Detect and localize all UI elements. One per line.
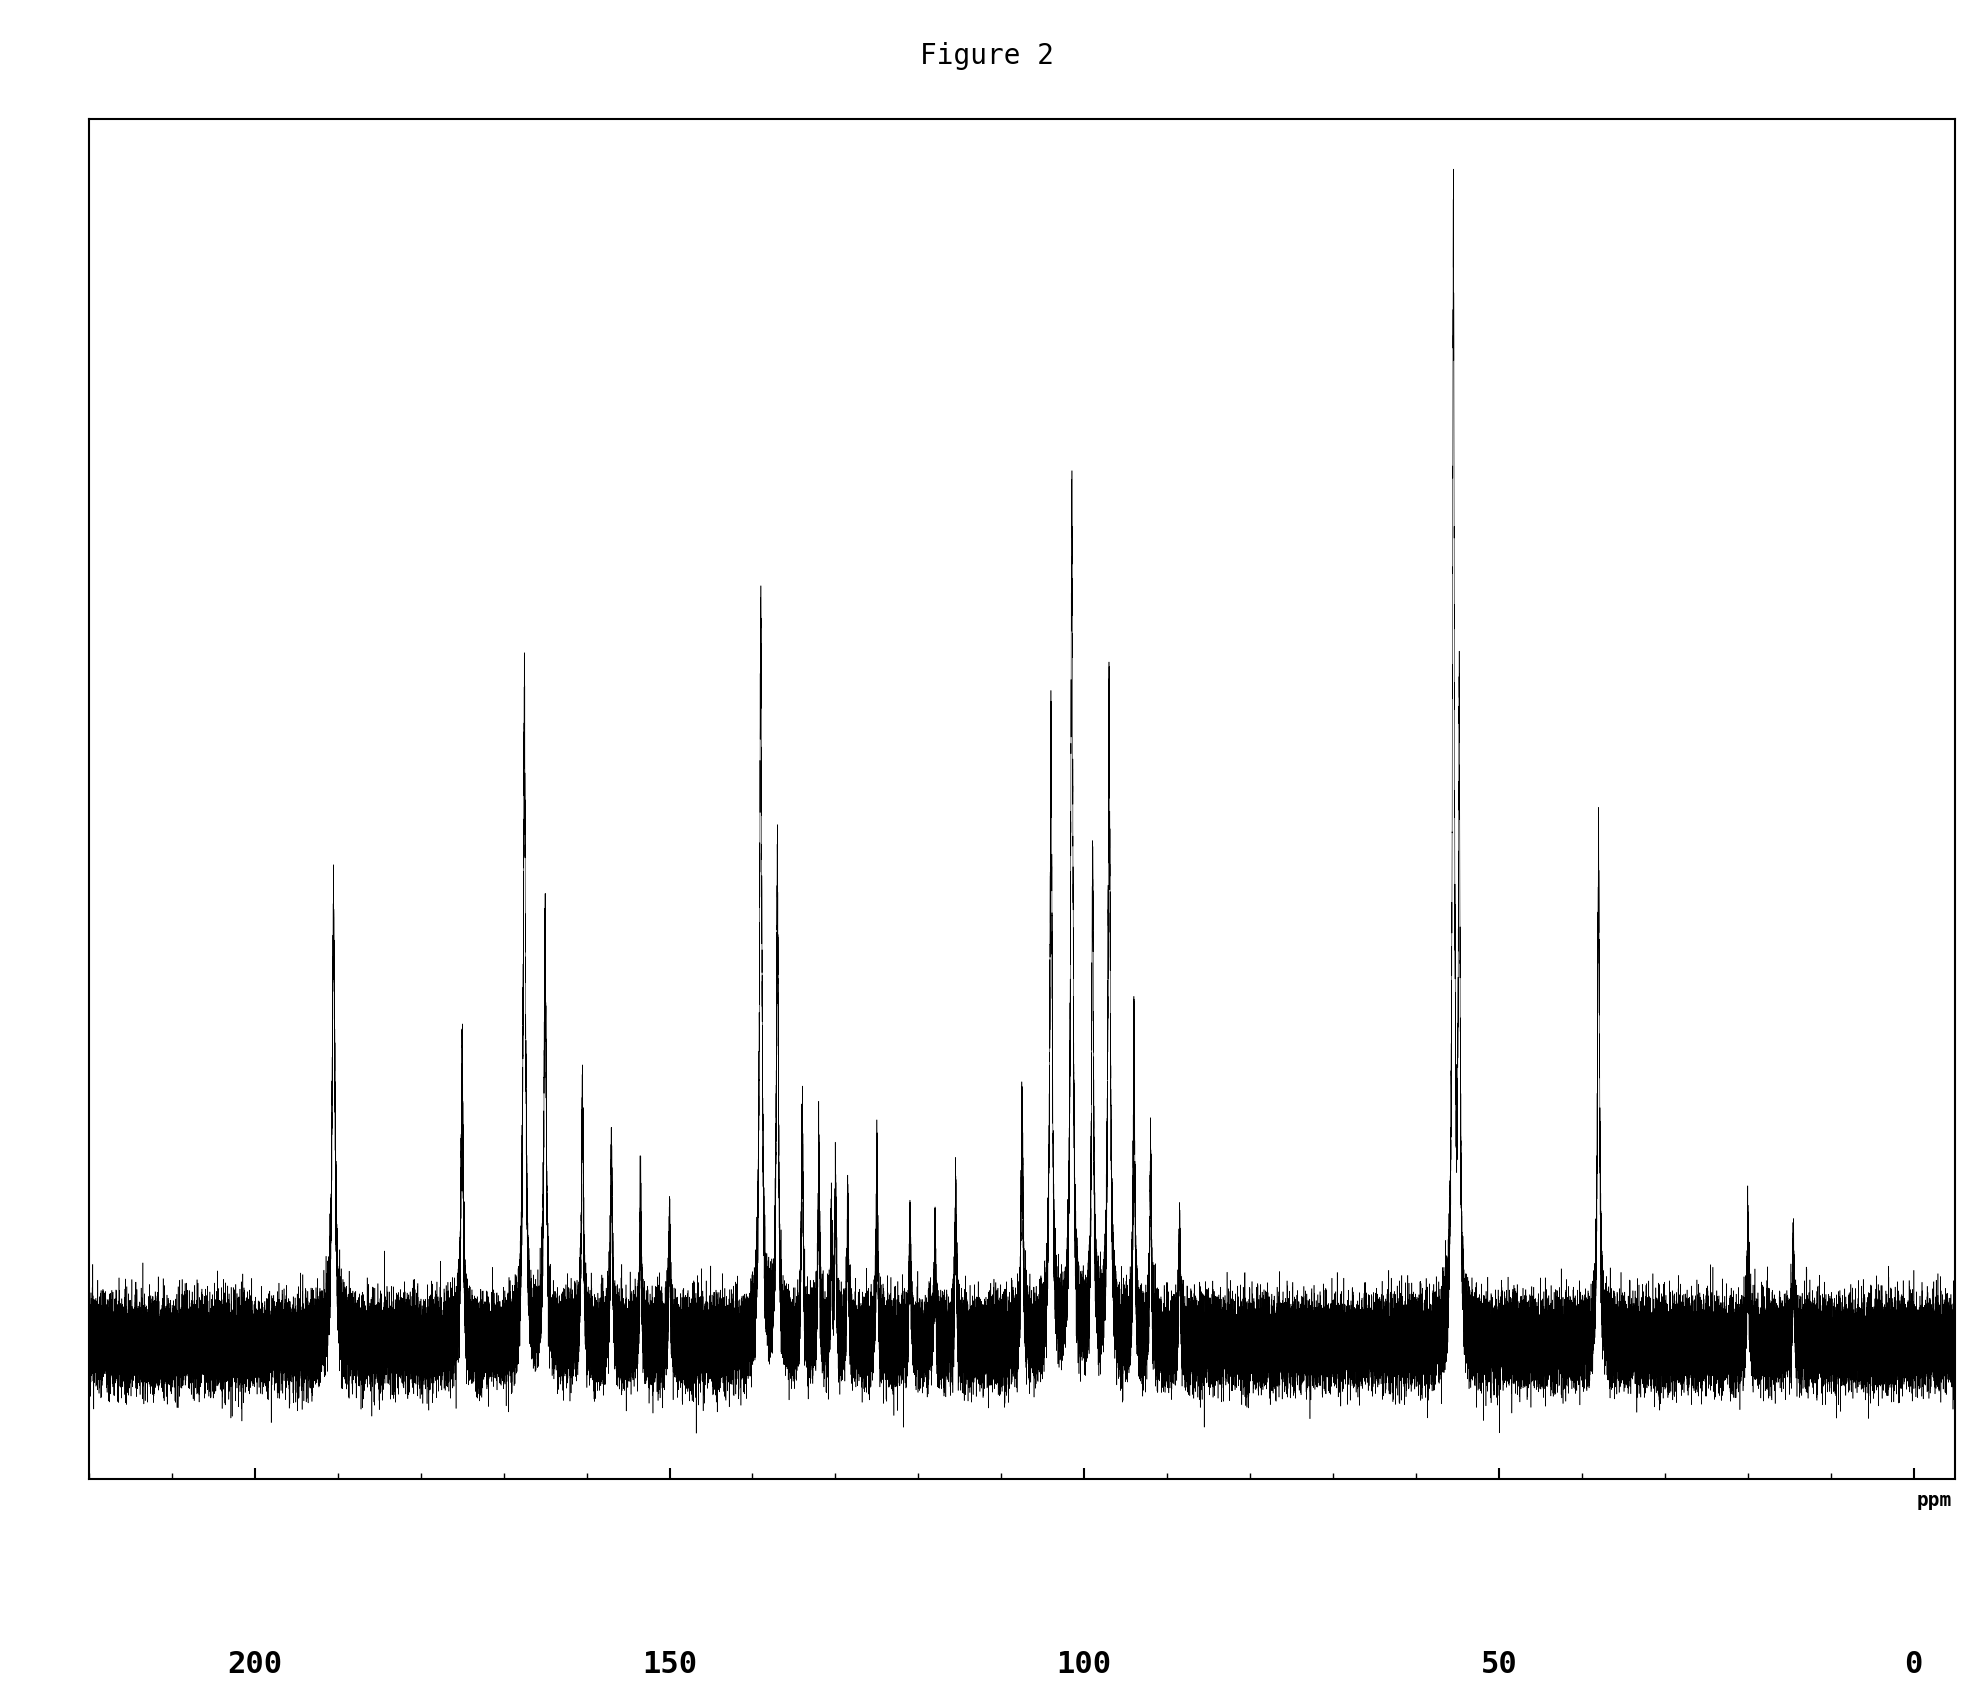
Text: Figure 2: Figure 2 xyxy=(920,42,1055,70)
Text: ppm: ppm xyxy=(1916,1491,1951,1510)
